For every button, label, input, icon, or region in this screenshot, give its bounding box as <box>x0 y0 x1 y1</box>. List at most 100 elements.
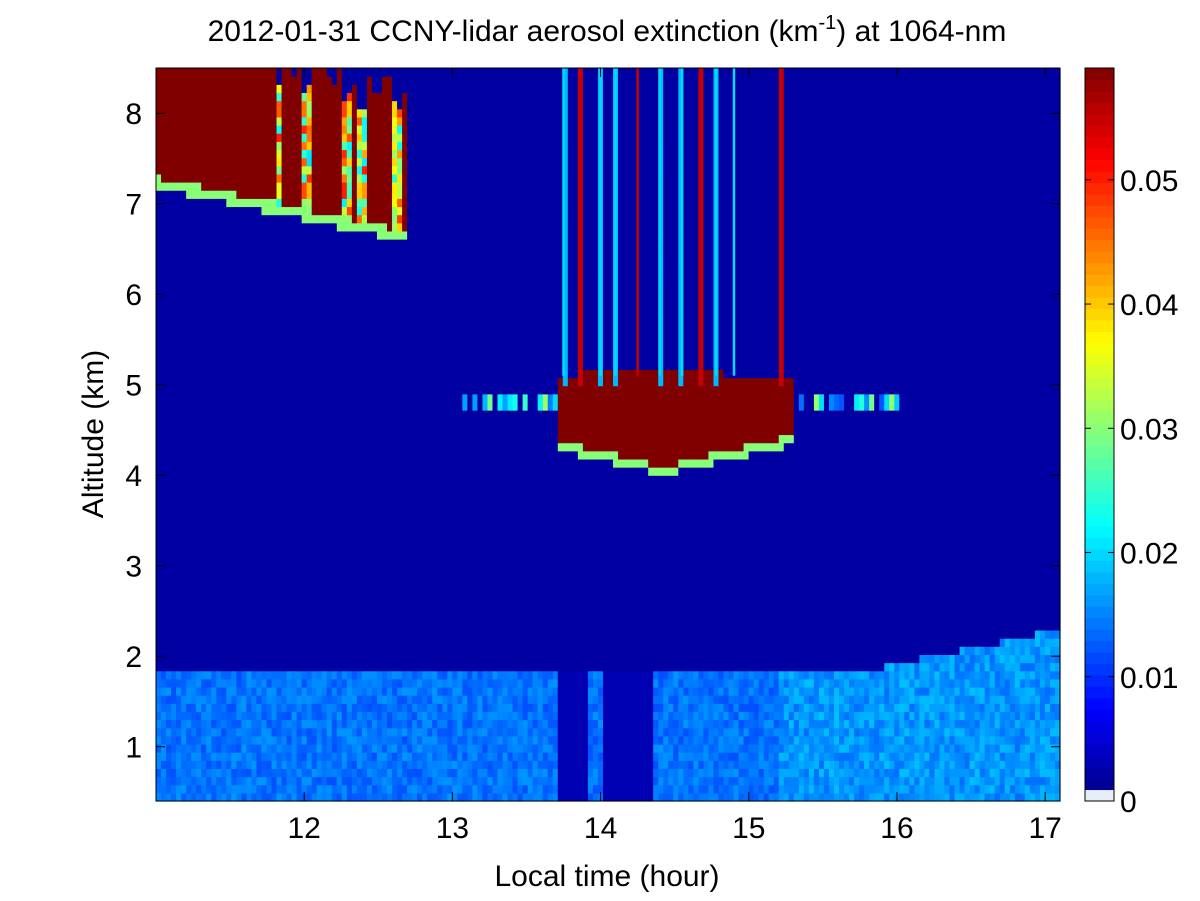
heatmap-cell <box>261 304 268 313</box>
heatmap-cell <box>392 116 398 126</box>
heatmap-cell <box>201 629 207 639</box>
heatmap-cell <box>427 695 433 704</box>
heatmap-cell <box>306 133 313 142</box>
heatmap-cell <box>181 149 187 159</box>
heatmap-cell <box>366 206 373 216</box>
heatmap-cell <box>402 670 408 680</box>
heatmap-cell <box>211 597 217 607</box>
heatmap-cell <box>371 532 378 541</box>
heatmap-cell <box>166 377 172 387</box>
heatmap-cell <box>181 239 187 248</box>
heatmap-cell <box>422 524 428 533</box>
heatmap-cell <box>321 467 328 476</box>
heatmap-cell <box>296 768 303 778</box>
heatmap-cell <box>156 524 162 533</box>
heatmap-cell <box>231 157 237 167</box>
heatmap-cell <box>341 239 348 248</box>
heatmap-cell <box>336 524 343 533</box>
heatmap-cell <box>201 784 207 794</box>
heatmap-cell <box>316 467 323 476</box>
heatmap-cell <box>291 312 298 322</box>
heatmap-cell <box>241 727 247 737</box>
heatmap-cell <box>236 564 242 574</box>
heatmap-cell <box>166 792 172 802</box>
heatmap-cell <box>382 743 388 753</box>
heatmap-cell <box>286 629 293 639</box>
heatmap-cell <box>382 670 388 680</box>
heatmap-cell <box>231 442 237 452</box>
heatmap-cell <box>296 68 303 77</box>
heatmap-cell <box>236 450 242 460</box>
heatmap-cell <box>427 458 433 468</box>
heatmap-cell <box>261 116 268 126</box>
heatmap-cell <box>407 255 413 265</box>
heatmap-cell <box>261 426 268 436</box>
heatmap-cell <box>346 125 353 134</box>
heatmap-cell <box>291 239 298 248</box>
heatmap-cell <box>261 743 268 753</box>
heatmap-cell <box>412 108 418 118</box>
heatmap-cell <box>331 515 338 525</box>
heatmap-cell <box>281 296 288 305</box>
heatmap-cell <box>261 556 268 566</box>
heatmap-cell <box>326 182 333 191</box>
heatmap-cell <box>407 320 413 330</box>
heatmap-cell <box>261 515 268 525</box>
heatmap-cell <box>351 752 358 761</box>
heatmap-cell <box>301 646 308 655</box>
heatmap-cell <box>261 198 268 208</box>
heatmap-cell <box>301 458 308 468</box>
heatmap-cell <box>186 458 192 468</box>
heatmap-cell <box>271 678 278 688</box>
heatmap-cell <box>306 572 313 582</box>
heatmap-cell <box>301 92 308 102</box>
heatmap-cell <box>251 68 258 77</box>
heatmap-cell <box>311 410 318 419</box>
heatmap-cell <box>261 646 268 655</box>
heatmap-cell <box>382 239 388 248</box>
heatmap-cell <box>412 344 418 354</box>
heatmap-cell <box>392 711 398 721</box>
heatmap-cell <box>346 678 353 688</box>
heatmap-cell <box>206 385 212 395</box>
heatmap-cell <box>291 198 298 208</box>
heatmap-cell <box>241 157 247 167</box>
heatmap-cell <box>226 377 232 387</box>
heatmap-cell <box>161 572 167 582</box>
heatmap-cell <box>281 222 288 232</box>
heatmap-cell <box>291 670 298 680</box>
heatmap-cell <box>156 703 162 713</box>
heatmap-cell <box>251 638 258 647</box>
heatmap-cell <box>361 279 368 289</box>
heatmap-cell <box>216 589 222 598</box>
heatmap-cell <box>356 125 363 134</box>
heatmap-cell <box>286 613 293 623</box>
heatmap-cell <box>186 133 192 142</box>
heatmap-cell <box>211 784 217 794</box>
heatmap-cell <box>286 760 293 770</box>
heatmap-cell <box>382 776 388 786</box>
heatmap-cell <box>166 735 172 745</box>
heatmap-cell <box>306 768 313 778</box>
heatmap-cell <box>361 418 368 427</box>
heatmap-cell <box>276 68 283 77</box>
heatmap-cell <box>181 654 187 664</box>
heatmap-cell <box>231 133 237 142</box>
heatmap-cell <box>221 450 227 460</box>
heatmap-cell <box>296 450 303 460</box>
heatmap-cell <box>422 344 428 354</box>
heatmap-cell <box>196 458 202 468</box>
heatmap-cell <box>181 68 187 77</box>
heatmap-cell <box>326 92 333 102</box>
heatmap-cell <box>271 483 278 493</box>
heatmap-cell <box>407 108 413 118</box>
heatmap-cell <box>241 108 247 118</box>
heatmap-cell <box>181 182 187 191</box>
heatmap-cell <box>211 556 217 566</box>
heatmap-cell <box>427 206 433 216</box>
heatmap-cell <box>211 385 217 395</box>
heatmap-cell <box>196 336 202 346</box>
heatmap-cell <box>266 784 273 794</box>
heatmap-cell <box>316 654 323 664</box>
heatmap-cell <box>226 320 232 330</box>
